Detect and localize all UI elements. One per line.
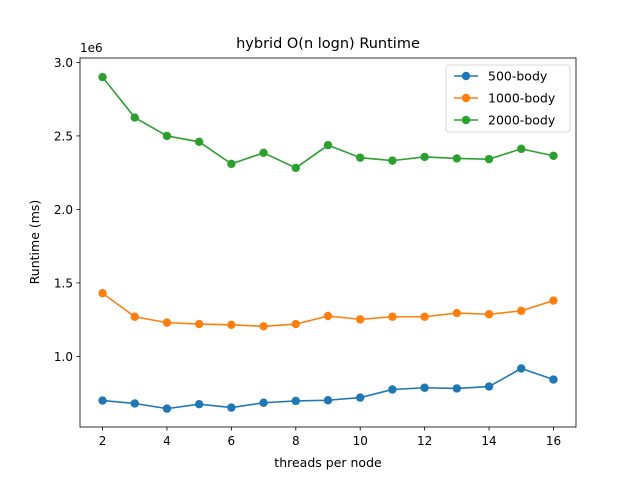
legend: 500-body 1000-body 2000-body [445,64,571,133]
data-point-2000-body [194,137,204,146]
y-tick-label: 1.0 [54,350,73,364]
x-tick-label: 10 [353,434,368,448]
data-point-1000-body [517,306,526,316]
y-axis-offset-label: 1e6 [80,41,103,55]
x-tick-label: 16 [546,434,561,448]
y-tick-label: 2.5 [54,129,73,143]
data-point-2000-body [291,163,300,173]
legend-marker-500-body [461,71,471,81]
data-point-1000-body [356,315,365,324]
data-point-2000-body [227,159,236,169]
legend-label-500-body: 500-body [488,69,548,84]
data-point-2000-body [162,131,172,141]
data-point-2000-body [484,154,494,164]
data-point-1000-body [549,296,558,305]
data-point-2000-body [452,154,462,163]
data-point-500-body [388,385,397,394]
x-tick-label: 8 [292,434,300,448]
data-point-2000-body [420,152,429,162]
data-point-1000-body [420,312,429,321]
y-axis-label: Runtime (ms) [27,200,42,285]
data-point-1000-body [130,312,139,321]
legend-marker-1000-body [461,93,471,103]
data-point-500-body [420,383,429,392]
data-point-1000-body [162,318,172,327]
x-tick-label: 12 [417,434,432,448]
x-tick-label: 14 [481,434,496,448]
y-tick-label: 3.0 [54,56,73,70]
data-point-500-body [484,382,494,391]
y-tick-label: 1.5 [54,276,73,290]
data-point-500-body [452,384,462,393]
data-point-2000-body [323,140,333,150]
data-point-500-body [259,398,268,407]
data-point-2000-body [388,156,397,165]
axes-frame [79,57,577,428]
data-point-500-body [227,403,236,412]
data-point-500-body [162,404,172,413]
data-point-1000-body [194,319,204,329]
data-point-2000-body [98,72,107,82]
data-point-1000-body [227,320,236,330]
data-point-2000-body [356,153,365,162]
data-point-500-body [98,396,107,405]
data-point-1000-body [259,322,268,331]
chart-title: hybrid O(n logn) Runtime [236,36,420,52]
y-tick-label: 2.0 [54,203,73,217]
legend-label-1000-body: 1000-body [488,91,556,106]
x-axis-label: threads per node [274,455,382,470]
data-point-500-body [194,400,204,409]
data-point-500-body [291,396,300,406]
data-point-2000-body [517,144,526,154]
data-point-500-body [130,399,139,408]
data-point-500-body [323,396,333,405]
data-point-2000-body [130,113,139,122]
legend-box [445,64,571,133]
data-point-500-body [356,393,365,402]
data-point-1000-body [323,311,333,321]
data-point-500-body [517,364,526,373]
data-point-1000-body [452,308,462,318]
legend-label-2000-body: 2000-body [488,113,556,128]
data-point-1000-body [98,289,107,298]
x-tick-label: 2 [99,434,107,448]
data-point-2000-body [259,148,268,158]
data-point-500-body [549,375,558,384]
data-point-1000-body [484,310,494,319]
x-tick-label: 6 [228,434,236,448]
plot-area: 2 4 6 8 10 12 14 16 1.0 1.5 2.0 2.5 3.0 [54,56,577,448]
legend-marker-2000-body [461,115,471,125]
data-point-1000-body [388,312,397,321]
x-tick-label: 4 [163,434,171,448]
data-point-1000-body [291,319,300,329]
data-point-2000-body [549,151,558,160]
